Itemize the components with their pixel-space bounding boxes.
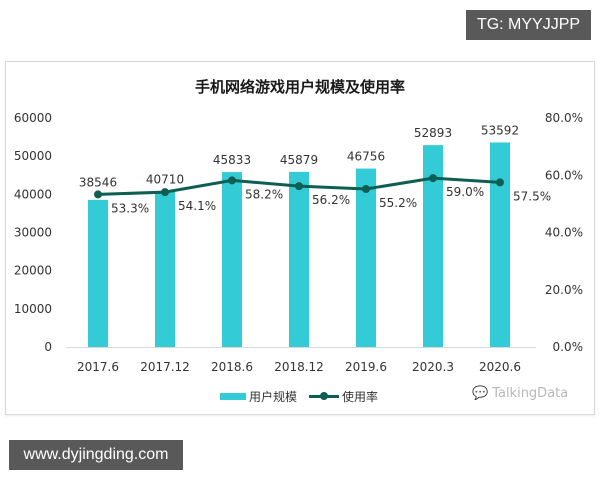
- left-axis-tick: 20000: [14, 264, 52, 278]
- usage-rate-marker: [429, 174, 437, 183]
- left-axis-tick: 0: [44, 340, 52, 354]
- chart-legend: 用户规模 使用率: [220, 386, 390, 406]
- rate-value-label: 55.2%: [379, 196, 417, 210]
- x-axis-tick: 2017.12: [140, 360, 190, 374]
- bar-users: [88, 199, 108, 347]
- wechat-icon: 💬: [472, 386, 489, 401]
- left-axis-tick: 30000: [14, 226, 52, 240]
- right-axis-tick: 20.0%: [545, 283, 583, 297]
- x-axis-tick: 2018.12: [274, 360, 324, 374]
- bar-swatch-icon: [220, 392, 246, 400]
- left-axis-tick: 60000: [14, 111, 52, 125]
- rate-value-label: 53.3%: [111, 201, 149, 215]
- x-axis-tick: 2019.6: [345, 360, 387, 374]
- left-axis-tick: 50000: [14, 149, 52, 163]
- bar-value-label: 38546: [79, 175, 117, 189]
- usage-rate-marker: [161, 188, 169, 197]
- x-axis-tick: 2018.6: [211, 360, 253, 374]
- bar-value-label: 40710: [146, 173, 184, 187]
- watermark-top: TG: MYYJJPP: [466, 10, 591, 40]
- usage-rate-marker: [228, 176, 236, 185]
- legend-item-users: 用户规模: [220, 388, 297, 405]
- rate-value-label: 58.2%: [245, 187, 283, 201]
- legend-label-rate: 使用率: [342, 389, 379, 404]
- bar-users: [490, 142, 510, 347]
- chart-title: 手机网络游戏用户规模及使用率: [194, 78, 405, 96]
- usage-rate-marker: [94, 190, 102, 199]
- legend-label-users: 用户规模: [249, 389, 298, 404]
- bar-value-label: 45833: [213, 153, 251, 167]
- bar-value-label: 53592: [481, 123, 519, 137]
- right-axis-tick: 60.0%: [545, 168, 583, 182]
- right-axis-tick: 40.0%: [545, 226, 583, 240]
- usage-rate-marker: [295, 182, 303, 191]
- line-marker-swatch-icon: [309, 389, 340, 403]
- bar-users: [423, 145, 443, 347]
- legend-item-rate: 使用率: [309, 388, 378, 405]
- x-axis-tick: 2020.3: [412, 360, 454, 374]
- x-axis-tick: 2017.6: [77, 360, 119, 374]
- rate-value-label: 54.1%: [178, 199, 216, 213]
- rate-value-label: 59.0%: [446, 185, 484, 199]
- right-axis-tick: 80.0%: [545, 111, 583, 125]
- bar-users: [222, 172, 242, 347]
- bar-users: [289, 171, 309, 347]
- bar-value-label: 45879: [280, 153, 318, 167]
- rate-value-label: 56.2%: [312, 193, 350, 207]
- bar-value-label: 46756: [347, 150, 385, 164]
- bar-users: [155, 191, 175, 347]
- bar-value-label: 52893: [414, 126, 452, 140]
- brand-text: TalkingData: [492, 386, 569, 401]
- left-axis-tick: 10000: [14, 302, 52, 316]
- usage-rate-marker: [496, 178, 504, 187]
- usage-rate-marker: [362, 184, 370, 193]
- left-axis-tick: 40000: [14, 187, 52, 201]
- bar-users: [356, 168, 376, 347]
- brand-logo: 💬 TalkingData: [472, 386, 568, 401]
- x-axis-tick: 2020.6: [479, 360, 521, 374]
- watermark-bottom: www.dyjingding.com: [9, 440, 183, 470]
- rate-value-label: 57.5%: [513, 189, 551, 203]
- right-axis-tick: 0.0%: [553, 340, 584, 354]
